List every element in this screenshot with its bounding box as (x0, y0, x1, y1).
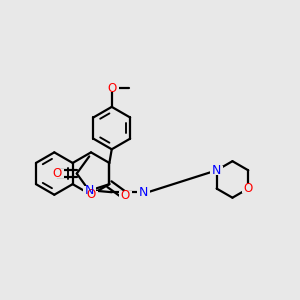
Bar (104, 84, 119, 92)
Bar (119, 191, 132, 200)
Bar (242, 184, 255, 193)
Text: N: N (85, 184, 94, 197)
Bar (51, 169, 64, 178)
Text: O: O (121, 189, 130, 202)
Bar (84, 191, 98, 198)
Text: O: O (244, 182, 253, 195)
Text: O: O (107, 82, 116, 95)
Bar (210, 166, 223, 175)
Text: O: O (86, 188, 96, 201)
Bar (83, 186, 96, 195)
Text: O: O (52, 167, 62, 180)
Text: N: N (139, 186, 148, 199)
Text: N: N (212, 164, 221, 177)
Bar (137, 188, 150, 197)
